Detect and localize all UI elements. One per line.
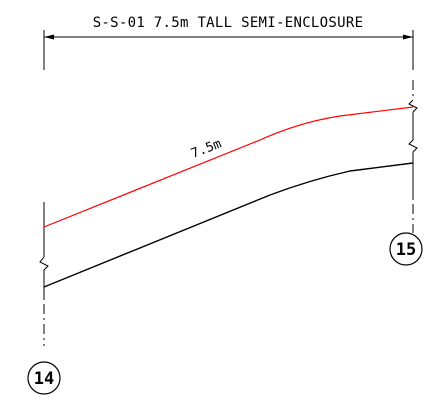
dimension-group: S-S-01 7.5m TALL SEMI-ENCLOSURE bbox=[43, 15, 414, 70]
break-symbol-right-top bbox=[408, 99, 418, 113]
grid-line-15: 15 bbox=[389, 80, 423, 266]
break-symbol-left bbox=[39, 256, 49, 271]
break-symbol-right-bottom bbox=[408, 139, 418, 153]
dimension-title: S-S-01 7.5m TALL SEMI-ENCLOSURE bbox=[93, 15, 364, 31]
dimension-arrow-right bbox=[403, 34, 413, 40]
road-profile-line bbox=[43, 162, 414, 288]
grid-line-14: 14 bbox=[27, 202, 61, 395]
dimension-arrow-left bbox=[44, 34, 54, 40]
enclosure-top-line bbox=[43, 106, 414, 228]
grid-label-14: 14 bbox=[34, 369, 54, 389]
grid-bubble-15 bbox=[389, 232, 423, 266]
grid-bubble-14 bbox=[27, 361, 61, 395]
grid-label-15: 15 bbox=[396, 240, 416, 260]
height-label: 7.5m bbox=[189, 136, 224, 161]
